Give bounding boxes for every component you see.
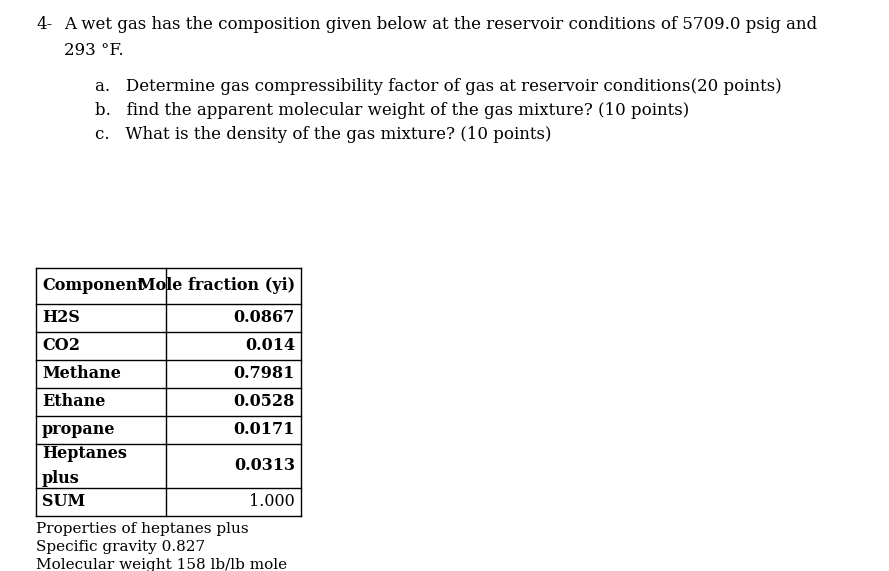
Text: Heptanes: Heptanes (42, 445, 127, 462)
Text: 0.0171: 0.0171 (234, 421, 295, 439)
Text: 293 °F.: 293 °F. (64, 42, 124, 59)
Text: Component: Component (42, 278, 145, 295)
Text: b.   find the apparent molecular weight of the gas mixture? (10 points): b. find the apparent molecular weight of… (95, 102, 689, 119)
Text: 4-: 4- (36, 16, 52, 33)
Text: A wet gas has the composition given below at the reservoir conditions of 5709.0 : A wet gas has the composition given belo… (64, 16, 817, 33)
Text: Specific gravity 0.827: Specific gravity 0.827 (36, 540, 205, 554)
Text: 0.0867: 0.0867 (234, 309, 295, 327)
Text: Properties of heptanes plus: Properties of heptanes plus (36, 522, 249, 536)
Text: Mole fraction (yi): Mole fraction (yi) (138, 278, 295, 295)
Text: Ethane: Ethane (42, 393, 106, 411)
Text: 1.000: 1.000 (249, 493, 295, 510)
Text: 0.0313: 0.0313 (234, 457, 295, 475)
Text: a.   Determine gas compressibility factor of gas at reservoir conditions(20 poin: a. Determine gas compressibility factor … (95, 78, 781, 95)
Text: CO2: CO2 (42, 337, 80, 355)
Text: propane: propane (42, 421, 116, 439)
Text: H2S: H2S (42, 309, 80, 327)
Text: plus: plus (42, 470, 80, 487)
Text: 0.7981: 0.7981 (234, 365, 295, 383)
Text: Molecular weight 158 lb/lb mole: Molecular weight 158 lb/lb mole (36, 558, 287, 571)
Text: SUM: SUM (42, 493, 85, 510)
Text: 0.014: 0.014 (244, 337, 295, 355)
Text: c.   What is the density of the gas mixture? (10 points): c. What is the density of the gas mixtur… (95, 126, 551, 143)
Text: Methane: Methane (42, 365, 121, 383)
Text: 0.0528: 0.0528 (234, 393, 295, 411)
